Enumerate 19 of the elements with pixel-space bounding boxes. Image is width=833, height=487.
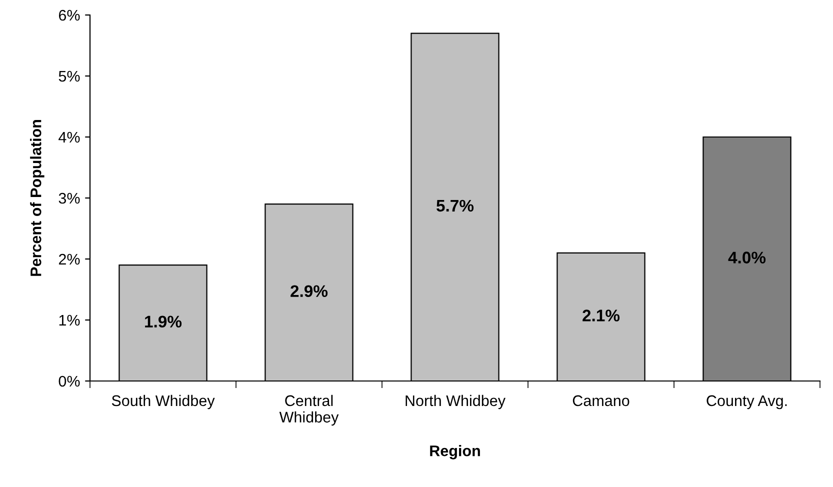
y-tick-label: 3% (58, 192, 80, 204)
x-tick-label: County Avg. (706, 395, 787, 410)
x-tick-label: Central Whidbey (279, 394, 339, 426)
y-tick-label: 1% (59, 314, 80, 326)
y-tick-label: 2% (58, 254, 80, 265)
data-label: 2.9% (290, 285, 328, 298)
data-label: 5.7% (436, 200, 474, 212)
x-axis-title: Region (430, 445, 480, 460)
data-label: 2.1% (582, 310, 620, 322)
x-tick-label: South Whidbey (112, 394, 215, 410)
data-label: 1.9% (145, 316, 182, 328)
data-label: 4.0% (728, 252, 766, 264)
x-tick-label: Camano (572, 395, 630, 406)
y-tick-label: 6% (58, 10, 80, 21)
x-tick-label: North Whidbey (406, 394, 506, 410)
y-tick-label: 0% (58, 376, 80, 387)
y-tick-label: 4% (58, 132, 80, 143)
y-axis-title: Percent of Population (30, 120, 44, 276)
y-tick-label: 5% (58, 70, 80, 82)
